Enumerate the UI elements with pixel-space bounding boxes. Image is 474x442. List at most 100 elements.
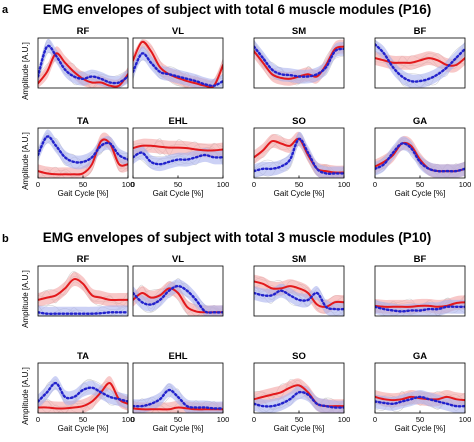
x-axis-label-a-ga-7: Gait Cycle [%]: [395, 189, 446, 198]
subplot-title-b-vl-9: VL: [172, 254, 184, 265]
blue-mean-line-a-ta-4: [38, 135, 128, 164]
blue-mean-line-b-rf-8: [38, 311, 128, 315]
blue-mean-line-a-ga-7: [375, 142, 465, 173]
subplot-a-so-6: [253, 127, 345, 179]
x-tick-label: 50: [79, 415, 87, 424]
x-tick-label: 50: [416, 415, 424, 424]
blue-band: [375, 39, 465, 88]
axes-box: [374, 37, 466, 89]
x-tick-label: 0: [252, 180, 256, 189]
red-mean-line-b-bf-11: [375, 301, 465, 308]
subplot-a-ta-4: [37, 127, 129, 179]
x-tick-label: 0: [373, 180, 377, 189]
axes-box: [253, 265, 345, 317]
x-tick-label: 50: [79, 180, 87, 189]
x-tick-label: 0: [36, 415, 40, 424]
subplot-title-b-ta-12: TA: [77, 351, 89, 362]
x-axis-label-b-ta-12: Gait Cycle [%]: [58, 424, 109, 433]
x-axis-label-b-ehl-13: Gait Cycle [%]: [153, 424, 204, 433]
subplot-title-a-ehl-5: EHL: [169, 116, 188, 127]
x-tick-label: 50: [416, 180, 424, 189]
subplot-a-ga-7: [374, 127, 466, 179]
x-tick-label: 0: [252, 415, 256, 424]
section-a-title: EMG envelopes of subject with total 6 mu…: [42, 2, 432, 17]
subplot-title-a-rf-0: RF: [77, 26, 90, 37]
blue-band: [254, 131, 344, 178]
blue-mean-line-b-so-14: [254, 390, 344, 409]
x-tick-label: 100: [459, 415, 472, 424]
blue-mean-line-b-ga-15: [375, 395, 465, 408]
panel-letter-a: a: [2, 4, 9, 16]
x-tick-label: 50: [174, 180, 182, 189]
x-tick-label: 100: [338, 415, 351, 424]
subplot-title-b-bf-11: BF: [414, 254, 427, 265]
blue-mean-line-a-rf-0: [38, 44, 128, 85]
subplot-title-a-so-6: SO: [292, 116, 306, 127]
subplot-b-vl-9: [132, 265, 224, 317]
x-tick-label: 100: [217, 415, 230, 424]
subplot-title-b-ehl-13: EHL: [169, 351, 188, 362]
subplot-b-bf-11: [374, 265, 466, 317]
x-tick-label: 0: [36, 180, 40, 189]
axes-box: [253, 37, 345, 89]
blue-band: [133, 46, 223, 88]
x-axis-label-b-so-14: Gait Cycle [%]: [274, 424, 325, 433]
subplot-a-sm-2: [253, 37, 345, 89]
y-axis-label-b-ta-12: Amplitude [A.U.]: [21, 367, 30, 425]
subplot-a-ehl-5: [132, 127, 224, 179]
subplot-b-rf-8: [37, 265, 129, 317]
red-mean-line-a-ehl-5: [133, 144, 223, 152]
subplot-title-a-vl-1: VL: [172, 26, 184, 37]
subplot-b-ehl-13: [132, 362, 224, 414]
x-axis-label-a-ta-4: Gait Cycle [%]: [58, 189, 109, 198]
x-tick-label: 100: [338, 180, 351, 189]
red-mean-line-b-rf-8: [38, 278, 128, 302]
subplot-title-b-rf-8: RF: [77, 254, 90, 265]
blue-mean-line-b-vl-9: [133, 284, 223, 314]
red-mean-line-b-ga-15: [375, 395, 465, 402]
x-tick-label: 0: [131, 415, 135, 424]
red-mean-line-b-ehl-13: [133, 406, 223, 411]
subplot-title-b-sm-10: SM: [292, 254, 306, 265]
subplot-a-vl-1: [132, 37, 224, 89]
subplot-b-so-14: [253, 362, 345, 414]
subplot-a-rf-0: [37, 37, 129, 89]
blue-mean-line-a-so-6: [254, 137, 344, 175]
axes-box: [37, 37, 129, 89]
x-axis-label-a-ehl-5: Gait Cycle [%]: [153, 189, 204, 198]
blue-mean-line-b-ehl-13: [133, 388, 223, 410]
red-mean-line-a-ga-7: [375, 141, 465, 173]
subplot-title-a-sm-2: SM: [292, 26, 306, 37]
subplot-b-sm-10: [253, 265, 345, 317]
x-tick-label: 100: [122, 415, 135, 424]
x-axis-label-b-ga-15: Gait Cycle [%]: [395, 424, 446, 433]
subplot-title-b-so-14: SO: [292, 351, 306, 362]
axes-box: [132, 37, 224, 89]
y-axis-label-b-rf-8: Amplitude [A.U.]: [21, 270, 30, 328]
blue-band: [375, 299, 465, 316]
panel-letter-b: b: [2, 233, 9, 245]
red-mean-line-a-vl-1: [133, 40, 223, 88]
blue-mean-line-b-bf-11: [375, 305, 465, 313]
blue-mean-line-a-sm-2: [254, 45, 344, 78]
axes-box: [132, 265, 224, 317]
x-tick-label: 100: [459, 180, 472, 189]
subplot-title-a-ga-7: GA: [413, 116, 427, 127]
x-tick-label: 50: [174, 415, 182, 424]
subplot-a-bf-3: [374, 37, 466, 89]
y-axis-label-a-ta-4: Amplitude [A.U.]: [21, 132, 30, 190]
subplot-b-ta-12: [37, 362, 129, 414]
blue-band: [38, 376, 128, 409]
blue-mean-line-a-vl-1: [133, 52, 223, 88]
y-axis-label-a-rf-0: Amplitude [A.U.]: [21, 42, 30, 100]
blue-mean-line-b-ta-12: [38, 381, 128, 403]
x-tick-label: 50: [295, 415, 303, 424]
x-tick-label: 100: [217, 180, 230, 189]
section-b-title: EMG envelopes of subject with total 3 mu…: [42, 230, 432, 245]
subplot-title-a-ta-4: TA: [77, 116, 89, 127]
x-tick-label: 50: [295, 180, 303, 189]
x-tick-label: 0: [131, 180, 135, 189]
subplot-b-ga-15: [374, 362, 466, 414]
red-mean-line-a-ta-4: [38, 138, 128, 176]
